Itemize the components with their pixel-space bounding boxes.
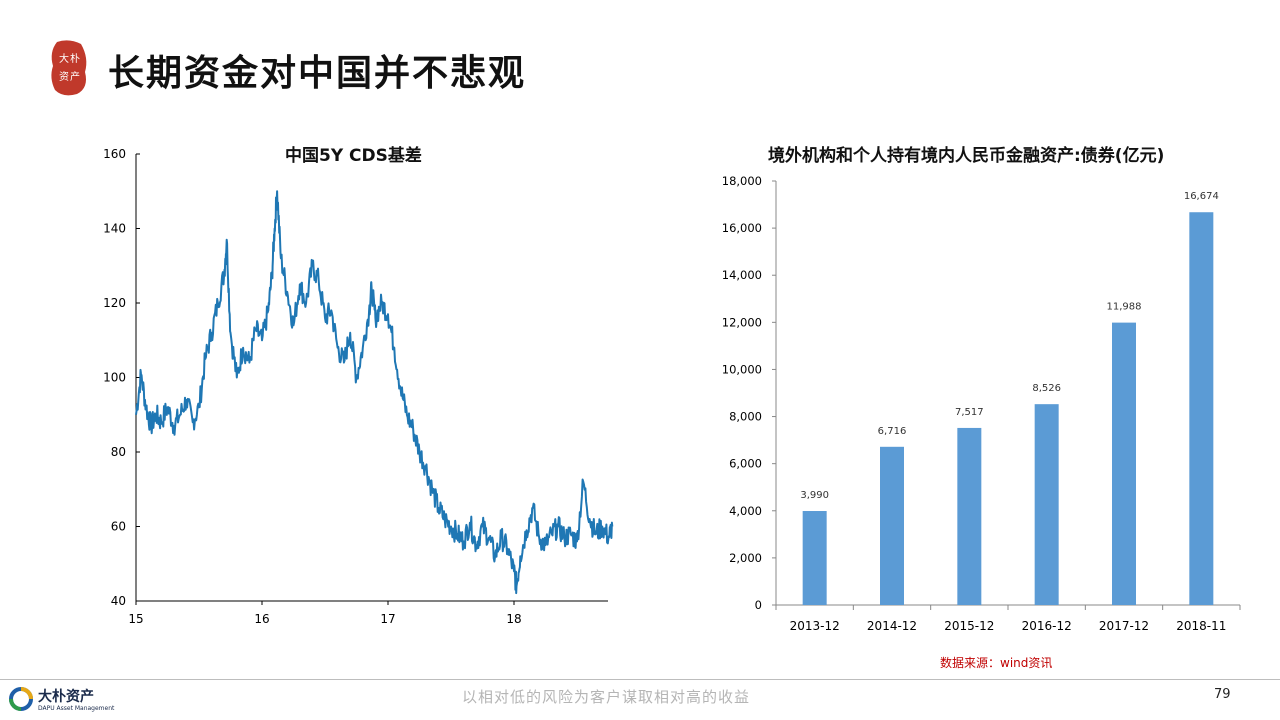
page-number: 79	[1214, 687, 1231, 702]
bond-y-tick-label: 4,000	[729, 504, 762, 518]
cds-x-tick-label: 15	[128, 612, 143, 626]
bond-x-tick-label: 2017-12	[1099, 619, 1149, 633]
bond-data-label: 6,716	[878, 426, 907, 437]
cds-y-tick-label: 120	[103, 296, 126, 310]
cds-y-tick-label: 140	[103, 222, 126, 236]
bond-bar	[802, 511, 827, 605]
bond-x-tick-label: 2018-11	[1176, 619, 1226, 633]
bond-bar	[1034, 404, 1059, 605]
bond-data-label: 8,526	[1032, 383, 1061, 394]
footer-divider	[0, 679, 1280, 680]
bond-y-tick-label: 8,000	[729, 410, 762, 424]
cds-x-tick-label: 17	[380, 612, 395, 626]
cds-y-tick-label: 40	[111, 594, 126, 608]
seal-char-2: 朴	[70, 52, 80, 65]
cds-y-tick-label: 100	[103, 371, 126, 385]
bond-bar	[880, 446, 904, 605]
brand-seal-logo: 大 朴 资 产	[51, 40, 87, 96]
cds-y-tick-label: 160	[103, 147, 126, 161]
bond-x-tick-label: 2016-12	[1022, 619, 1072, 633]
page-title: 长期资金对中国并不悲观	[108, 52, 527, 94]
bond-x-tick-label: 2015-12	[944, 619, 994, 633]
footer-brand-name: 大朴资产	[38, 689, 94, 705]
bond-y-tick-label: 18,000	[722, 174, 762, 188]
seal-char-1: 大	[59, 52, 69, 65]
footer-brand-english: DAPU Asset Management	[38, 705, 115, 712]
bond-y-tick-label: 10,000	[722, 362, 762, 376]
seal-char-3: 资	[59, 71, 69, 83]
bond-data-label: 3,990	[800, 490, 829, 501]
bond-x-tick-label: 2014-12	[867, 619, 917, 633]
cds-chart-title: 中国5Y CDS基差	[285, 146, 422, 166]
bond-bar	[1112, 322, 1136, 605]
bond-chart-title: 境外机构和个人持有境内人民币金融资产:债券(亿元)	[768, 146, 1165, 166]
bond-bar	[1189, 212, 1214, 605]
bond-data-label: 11,988	[1107, 302, 1142, 313]
bond-x-tick-label: 2013-12	[790, 619, 840, 633]
bond-y-tick-label: 14,000	[722, 268, 762, 282]
cds-x-tick-label: 16	[254, 612, 269, 626]
bond-data-label: 7,517	[955, 407, 984, 418]
footer-logo-icon	[9, 687, 33, 711]
bond-data-label: 16,674	[1184, 191, 1219, 202]
cds-series-line	[135, 190, 614, 595]
cds-x-tick-label: 18	[506, 612, 521, 626]
footer-slogan: 以相对低的风险为客户谋取相对高的收益	[462, 688, 751, 706]
bond-y-tick-label: 12,000	[722, 315, 762, 329]
bond-y-tick-label: 2,000	[729, 551, 762, 565]
cds-y-tick-label: 60	[111, 520, 126, 534]
cds-y-tick-label: 80	[111, 445, 126, 459]
source-note: 数据来源：wind资讯	[940, 656, 1053, 670]
bond-y-tick-label: 0	[755, 598, 762, 612]
bond-bar	[957, 427, 982, 605]
bond-y-tick-label: 16,000	[722, 221, 762, 235]
bond-y-tick-label: 6,000	[729, 457, 762, 471]
seal-char-4: 产	[70, 70, 80, 83]
